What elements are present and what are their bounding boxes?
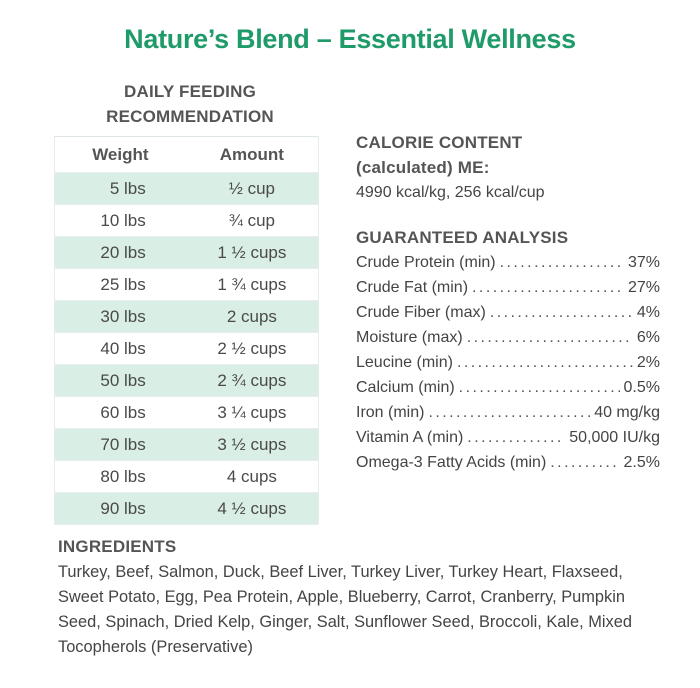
analysis-row: Vitamin A (min) 50,000 IU/kg bbox=[356, 425, 660, 450]
calorie-heading-line2: (calculated) ME: bbox=[356, 158, 490, 177]
analysis-row: Crude Fiber (max) 4% bbox=[356, 300, 660, 325]
table-row: 80 lbs 4 cups bbox=[54, 460, 319, 493]
calorie-value: 4990 kcal/kg, 256 kcal/cup bbox=[356, 184, 545, 201]
weight-column-header: Weight bbox=[54, 136, 186, 173]
dot-leader bbox=[428, 400, 590, 425]
nutrition-info: CALORIE CONTENT (calculated) ME: 4990 kc… bbox=[356, 130, 660, 475]
ingredients-text: Turkey, Beef, Salmon, Duck, Beef Liver, … bbox=[58, 563, 632, 656]
feeding-heading-line1: DAILY FEEDING bbox=[123, 82, 257, 101]
amount-cell: 4 cups bbox=[185, 460, 319, 493]
analysis-row: Moisture (max) 6% bbox=[356, 325, 660, 350]
amount-cell: 2 ¾ cups bbox=[185, 364, 319, 397]
analysis-row: Calcium (min) 0.5% bbox=[356, 375, 660, 400]
analysis-value: 27% bbox=[627, 279, 660, 296]
analysis-row: Omega-3 Fatty Acids (min) 2.5% bbox=[356, 450, 660, 475]
weight-cell: 90 lbs bbox=[54, 492, 186, 525]
feeding-table: Weight Amount 5 lbs ½ cup 10 lbs ¾ cup 2… bbox=[54, 136, 319, 525]
analysis-name: Calcium (min) bbox=[356, 379, 455, 396]
table-row: 70 lbs 3 ½ cups bbox=[54, 428, 319, 461]
ingredients-heading: INGREDIENTS bbox=[58, 537, 177, 556]
dot-leader bbox=[472, 275, 624, 300]
ingredients-section: INGREDIENTS Turkey, Beef, Salmon, Duck, … bbox=[58, 536, 658, 660]
table-row: 50 lbs 2 ¾ cups bbox=[54, 364, 319, 397]
amount-cell: 2 cups bbox=[185, 300, 319, 333]
amount-cell: 3 ¼ cups bbox=[185, 396, 319, 429]
dot-leader bbox=[490, 300, 633, 325]
weight-cell: 20 lbs bbox=[54, 236, 186, 269]
analysis-name: Crude Fiber (max) bbox=[356, 304, 486, 321]
feeding-table-header: Weight Amount bbox=[54, 136, 319, 173]
analysis-row: Leucine (min) 2% bbox=[356, 350, 660, 375]
weight-cell: 50 lbs bbox=[54, 364, 186, 397]
analysis-name: Crude Fat (min) bbox=[356, 279, 469, 296]
analysis-value: 2% bbox=[636, 354, 660, 371]
table-row: 20 lbs 1 ½ cups bbox=[54, 236, 319, 269]
dot-leader bbox=[500, 250, 624, 275]
weight-cell: 10 lbs bbox=[54, 204, 186, 237]
table-row: 30 lbs 2 cups bbox=[54, 300, 319, 333]
weight-cell: 80 lbs bbox=[54, 460, 186, 493]
dot-leader bbox=[459, 375, 620, 400]
amount-cell: 4 ½ cups bbox=[185, 492, 319, 525]
amount-column-header: Amount bbox=[185, 136, 319, 173]
weight-cell: 70 lbs bbox=[54, 428, 186, 461]
analysis-heading: GUARANTEED ANALYSIS bbox=[356, 228, 569, 247]
dot-leader bbox=[550, 450, 619, 475]
analysis-value: 6% bbox=[636, 329, 660, 346]
calorie-heading: CALORIE CONTENT (calculated) ME: bbox=[356, 130, 660, 180]
amount-cell: 1 ¾ cups bbox=[185, 268, 319, 301]
weight-cell: 40 lbs bbox=[54, 332, 186, 365]
weight-cell: 5 lbs bbox=[54, 172, 186, 205]
analysis-list: Crude Protein (min) 37% Crude Fat (min) … bbox=[356, 250, 660, 475]
analysis-name: Leucine (min) bbox=[356, 354, 453, 371]
analysis-name: Omega-3 Fatty Acids (min) bbox=[356, 454, 547, 471]
analysis-value: 40 mg/kg bbox=[594, 404, 660, 421]
weight-cell: 30 lbs bbox=[54, 300, 186, 333]
dot-leader bbox=[457, 350, 633, 375]
table-row: 5 lbs ½ cup bbox=[54, 172, 319, 205]
analysis-row: Crude Protein (min) 37% bbox=[356, 250, 660, 275]
page-title: Nature’s Blend – Essential Wellness bbox=[124, 24, 576, 54]
analysis-name: Iron (min) bbox=[356, 404, 425, 421]
analysis-name: Moisture (max) bbox=[356, 329, 463, 346]
table-row: 40 lbs 2 ½ cups bbox=[54, 332, 319, 365]
amount-cell: ½ cup bbox=[185, 172, 319, 205]
weight-cell: 60 lbs bbox=[54, 396, 186, 429]
amount-cell: 2 ½ cups bbox=[185, 332, 319, 365]
analysis-row: Crude Fat (min) 27% bbox=[356, 275, 660, 300]
analysis-value: 50,000 IU/kg bbox=[569, 429, 660, 446]
analysis-value: 2.5% bbox=[623, 454, 660, 471]
table-row: 60 lbs 3 ¼ cups bbox=[54, 396, 319, 429]
amount-cell: 3 ½ cups bbox=[185, 428, 319, 461]
analysis-value: 4% bbox=[636, 304, 660, 321]
analysis-value: 37% bbox=[627, 254, 660, 271]
dot-leader bbox=[467, 325, 633, 350]
amount-cell: 1 ½ cups bbox=[185, 236, 319, 269]
amount-cell: ¾ cup bbox=[185, 204, 319, 237]
calorie-heading-line1: CALORIE CONTENT bbox=[356, 133, 523, 152]
analysis-value: 0.5% bbox=[623, 379, 660, 396]
dot-leader bbox=[467, 425, 565, 450]
weight-cell: 25 lbs bbox=[54, 268, 186, 301]
table-row: 25 lbs 1 ¾ cups bbox=[54, 268, 319, 301]
analysis-name: Vitamin A (min) bbox=[356, 429, 464, 446]
analysis-name: Crude Protein (min) bbox=[356, 254, 496, 271]
analysis-row: Iron (min) 40 mg/kg bbox=[356, 400, 660, 425]
table-row: 10 lbs ¾ cup bbox=[54, 204, 319, 237]
feeding-heading-line2: RECOMMENDATION bbox=[106, 107, 274, 126]
table-row: 90 lbs 4 ½ cups bbox=[54, 492, 319, 525]
feeding-heading: DAILY FEEDING RECOMMENDATION bbox=[60, 79, 320, 129]
